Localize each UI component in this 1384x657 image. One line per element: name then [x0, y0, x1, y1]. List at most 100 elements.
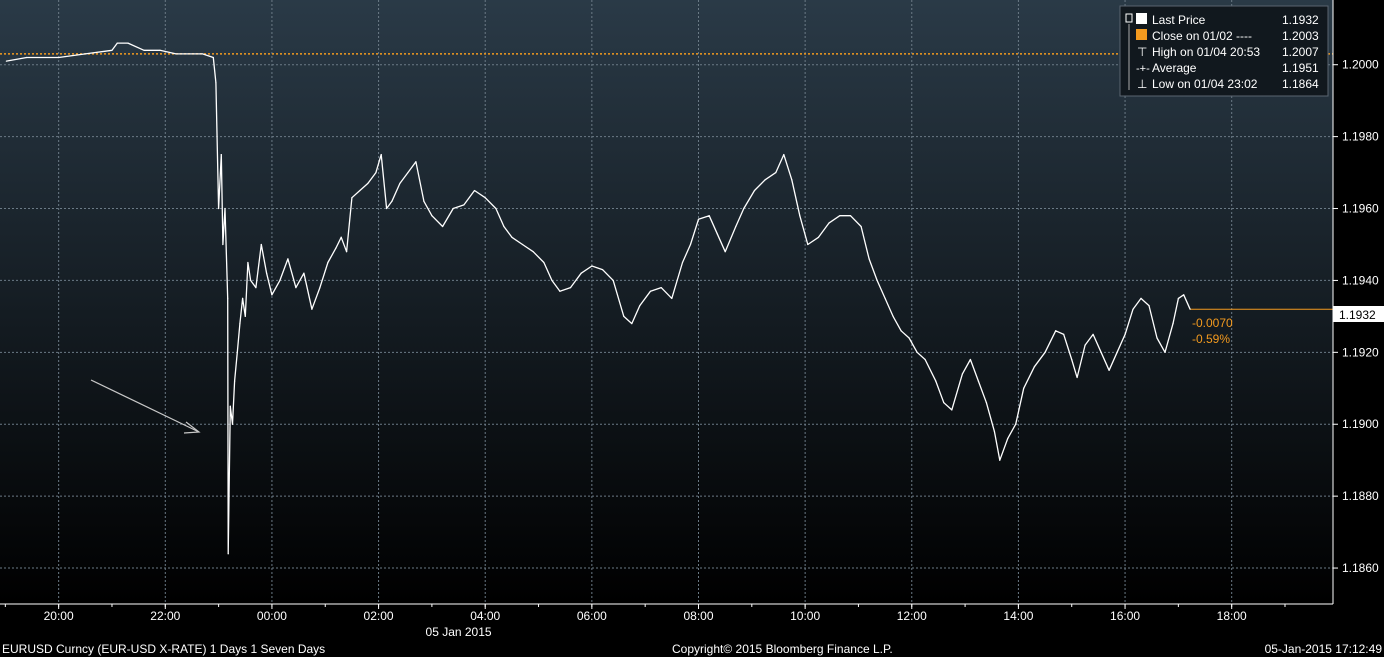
series-point	[612, 279, 614, 282]
series-point	[1156, 337, 1158, 339]
series-point	[5, 60, 7, 62]
series-point	[660, 287, 662, 289]
series-point	[367, 182, 369, 184]
annotation-arrow	[90, 379, 201, 434]
series-point	[839, 215, 841, 217]
x-tick-label: 08:00	[683, 609, 713, 623]
series-point	[639, 304, 641, 307]
series-point	[319, 287, 321, 289]
series-point	[985, 402, 988, 404]
series-point	[807, 243, 809, 246]
series-point	[236, 351, 238, 353]
series-point	[799, 215, 801, 217]
legend-entry-close: Close on 01/02 ---- 1.2003	[1128, 24, 1319, 43]
series-point	[591, 265, 593, 267]
series-point	[271, 294, 273, 296]
series-point	[415, 161, 417, 163]
series-point	[227, 297, 229, 300]
series-point	[159, 49, 161, 51]
x-tick-label: 10:00	[790, 609, 820, 623]
series-point	[375, 171, 377, 174]
series-point	[1177, 297, 1179, 300]
series-point	[735, 225, 737, 228]
series-point	[551, 279, 553, 282]
y-tick-label: 1.1980	[1342, 130, 1379, 144]
series-point	[961, 373, 964, 375]
series-point	[753, 189, 756, 192]
series-point	[977, 380, 980, 382]
series-point	[849, 215, 852, 217]
series-point	[495, 207, 497, 210]
change-percent-label: -0.59%	[1192, 332, 1230, 346]
legend-value-close: 1.2003	[1282, 29, 1319, 43]
legend-entry-average: -+- Average 1.1951	[1136, 61, 1319, 75]
series-point	[1007, 438, 1009, 440]
series-point	[287, 258, 289, 260]
series-point	[1055, 330, 1057, 332]
legend-value-last-price: 1.1932	[1282, 13, 1319, 27]
series-point	[1071, 358, 1073, 361]
series-point	[260, 243, 262, 246]
series-point	[247, 261, 249, 264]
series-point	[407, 171, 409, 174]
legend-value-average: 1.1951	[1282, 61, 1319, 75]
y-tick-label: 1.2000	[1342, 58, 1379, 72]
series-point	[222, 243, 224, 246]
series-point	[351, 197, 353, 199]
footer-timestamp: 05-Jan-2015 17:12:49	[1265, 642, 1383, 656]
legend-entry-last-price: Last Price 1.1932	[1125, 13, 1319, 27]
series-point	[999, 459, 1001, 461]
series-point	[423, 200, 425, 202]
series-point	[484, 197, 486, 199]
series-point	[1100, 351, 1102, 353]
legend-value-low: 1.1864	[1282, 77, 1319, 91]
low-marker-icon: ⊥	[1137, 77, 1147, 91]
series-point	[26, 56, 28, 59]
y-tick-label: 1.1920	[1342, 345, 1379, 359]
series-point	[143, 49, 145, 51]
series-point	[295, 287, 297, 289]
series-point	[234, 380, 236, 382]
series-point	[1015, 423, 1017, 425]
change-absolute-label: -0.0070	[1192, 316, 1233, 330]
series-point	[1148, 304, 1150, 307]
legend-entry-high: ⊤ High on 01/04 20:53 1.2007	[1128, 40, 1319, 90]
x-tick-label: 20:00	[44, 609, 74, 623]
series-point	[868, 258, 870, 260]
y-tick-label: 1.1860	[1342, 561, 1379, 575]
series-point	[212, 56, 214, 59]
y-tick-label: 1.1940	[1342, 273, 1379, 287]
series-point	[1183, 294, 1185, 296]
series-point	[543, 261, 545, 264]
series-point	[743, 207, 745, 210]
series-point	[708, 215, 710, 217]
series-point	[231, 423, 234, 425]
y-tick-label: 1.1900	[1342, 417, 1379, 431]
series-point	[359, 189, 361, 192]
legend-label-average: Average	[1152, 61, 1197, 75]
series-point	[202, 53, 204, 55]
series-point	[1084, 344, 1086, 346]
series-point	[58, 56, 60, 59]
legend-label-close: Close on 01/02 ----	[1152, 29, 1252, 43]
legend: Last Price 1.1932 Close on 01/02 ---- 1.…	[1119, 5, 1329, 97]
series-point	[266, 272, 268, 274]
series-point	[391, 200, 393, 202]
series-point	[1092, 333, 1094, 335]
x-tick-label: 04:00	[470, 609, 500, 623]
series-point	[1116, 351, 1118, 353]
x-tick-label: 18:00	[1217, 609, 1247, 623]
y-tick-label: 1.1960	[1342, 202, 1379, 216]
series-point	[441, 225, 444, 228]
series-point	[1172, 322, 1174, 325]
series-point	[463, 204, 465, 206]
series-point	[892, 315, 894, 317]
series-point	[783, 153, 785, 156]
series-point	[569, 287, 572, 289]
series-point	[924, 358, 926, 361]
grid-lines	[0, 0, 1333, 604]
average-marker-icon: -+-	[1136, 63, 1150, 75]
legend-label-low: Low on 01/04 23:02	[1152, 77, 1258, 91]
series-point	[1033, 366, 1036, 368]
